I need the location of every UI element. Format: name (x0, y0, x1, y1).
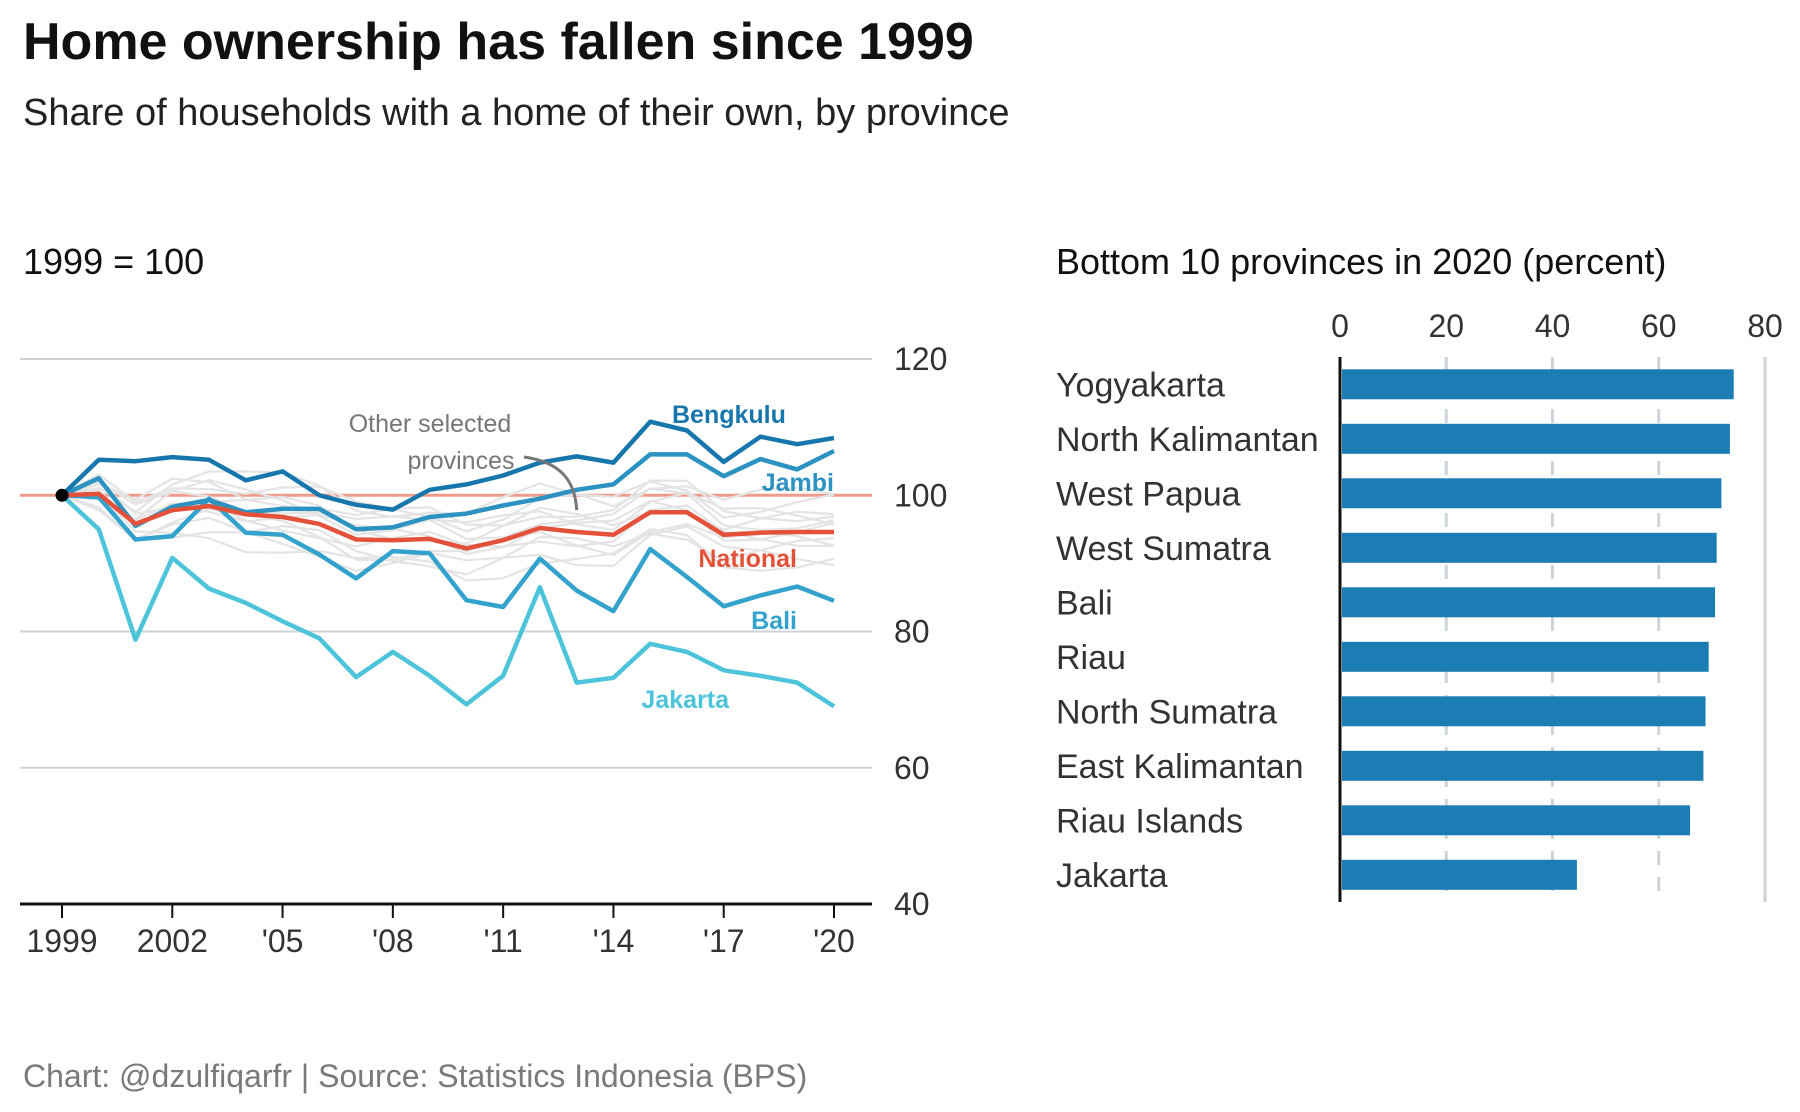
other-provinces-annotation: Other selected provinces (349, 410, 579, 511)
bar-label-riau: Riau (1056, 639, 1126, 677)
line-series-group: Bengkulu Jambi National Bali Jakarta (55, 401, 836, 714)
bar-chart-axes: 0 20 40 60 80 (1331, 308, 1783, 902)
other-province-line-11 (61, 494, 835, 572)
bar-label-west-sumatra: West Sumatra (1056, 530, 1271, 568)
series-label-jambi: Jambi (762, 469, 834, 497)
y-tick-label-80: 80 (894, 614, 930, 650)
bar-x-tick-label-80: 80 (1747, 308, 1783, 344)
chart-title: Home ownership has fallen since 1999 (23, 13, 974, 71)
bar-chart-title: Bottom 10 provinces in 2020 (percent) (1056, 241, 1666, 282)
y-tick-label-120: 120 (894, 341, 947, 377)
y-tick-label-100: 100 (894, 477, 947, 513)
bar-riau (1342, 641, 1709, 672)
base-year-point (55, 488, 69, 502)
series-label-bengkulu: Bengkulu (672, 401, 786, 429)
series-label-bali: Bali (751, 607, 797, 635)
x-tick-label-2011: '11 (483, 923, 522, 959)
series-label-national: National (698, 545, 797, 573)
bar-bali (1342, 587, 1716, 618)
bar-label-riau-islands: Riau Islands (1056, 802, 1243, 840)
other-province-line-12 (61, 480, 835, 541)
bottom-provinces-bar-chart: Bottom 10 provinces in 2020 (percent) Yo… (1056, 241, 1783, 902)
series-line-national (61, 491, 834, 551)
index-line-chart: 1999 = 100 Bengkulu Jambi National Bali Jaka… (20, 241, 947, 959)
y-tick-label-60: 60 (894, 750, 930, 786)
bar-x-tick-label-60: 60 (1641, 308, 1677, 344)
bar-x-tick-label-40: 40 (1535, 308, 1571, 344)
bar-marks-group (1342, 369, 1734, 890)
source-note: Chart: @dzulfiqarfr | Source: Statistics… (23, 1058, 808, 1094)
bar-category-labels: Yogyakarta North Kalimantan West Papua West… (1056, 366, 1319, 895)
annotation-arrow (523, 455, 579, 511)
bar-x-tick-label-0: 0 (1331, 308, 1349, 344)
bar-north-kalimantan (1342, 423, 1730, 454)
x-tick-label-2005: '05 (262, 923, 304, 959)
bar-label-bali: Bali (1056, 584, 1113, 622)
series-line-jakarta (60, 493, 836, 709)
bar-west-papua (1342, 478, 1722, 509)
bar-label-north-sumatra: North Sumatra (1056, 693, 1277, 731)
bar-east-kalimantan (1342, 750, 1704, 781)
x-tick-label-1999: 1999 (26, 923, 97, 959)
x-tick-label-2002: 2002 (137, 923, 208, 959)
other-province-line-9 (61, 473, 835, 533)
series-line-bali (61, 493, 835, 614)
bar-label-yogyakarta: Yogyakarta (1056, 366, 1225, 404)
series-line-jambi (61, 448, 836, 532)
annotation-line-1: Other selected (349, 410, 512, 438)
bar-yogyakarta (1342, 369, 1734, 400)
other-province-line-7 (61, 479, 835, 536)
bar-jakarta (1342, 859, 1577, 890)
chart-subtitle: Share of households with a home of their… (23, 92, 1010, 134)
series-label-jakarta: Jakarta (641, 686, 730, 714)
x-tick-label-2008: '08 (372, 923, 414, 959)
bar-north-sumatra (1342, 696, 1706, 727)
bar-label-east-kalimantan: East Kalimantan (1056, 748, 1304, 786)
bar-label-west-papua: West Papua (1056, 475, 1241, 513)
x-tick-label-2017: '17 (703, 923, 745, 959)
x-tick-label-2020: '20 (813, 923, 855, 959)
bar-x-tick-label-20: 20 (1428, 308, 1464, 344)
y-tick-label-40: 40 (894, 886, 930, 922)
index-unit-label: 1999 = 100 (23, 241, 204, 282)
series-line-bengkulu (60, 419, 835, 512)
bar-west-sumatra (1342, 532, 1717, 563)
line-chart-axes: 40 60 80 100 120 1999 2002 '05 '08 '11 '14 '17 '20 (20, 341, 947, 959)
bar-label-north-kalimantan: North Kalimantan (1056, 421, 1319, 459)
annotation-line-2: provinces (408, 447, 515, 475)
x-tick-label-2014: '14 (593, 923, 635, 959)
bar-riau-islands (1342, 805, 1691, 836)
bar-label-jakarta: Jakarta (1056, 857, 1168, 895)
other-province-line-2 (61, 492, 835, 576)
